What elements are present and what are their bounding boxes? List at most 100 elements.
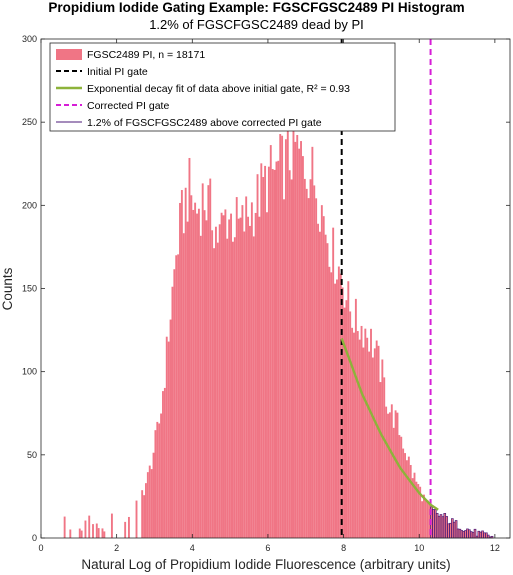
- histogram-bar: [349, 311, 351, 538]
- histogram-bar: [128, 517, 130, 538]
- histogram-bar: [257, 174, 259, 538]
- histogram-bar: [270, 145, 272, 538]
- histogram-bar: [410, 465, 412, 538]
- histogram-bar: [272, 169, 274, 538]
- histogram-bar: [251, 202, 253, 538]
- histogram-bar: [425, 501, 427, 538]
- histogram-bar: [293, 111, 295, 538]
- legend-label: Exponential decay fit of data above init…: [87, 83, 350, 95]
- histogram-bar: [164, 388, 166, 538]
- histogram-bar: [228, 219, 230, 538]
- histogram-bar: [215, 227, 217, 538]
- histogram-bar: [213, 248, 215, 538]
- histogram-bar: [232, 242, 234, 538]
- histogram-bar: [143, 495, 145, 538]
- legend-label: Initial PI gate: [87, 66, 148, 78]
- histogram-bar: [151, 469, 153, 538]
- histogram-bar: [380, 382, 382, 538]
- histogram-bar: [136, 501, 138, 538]
- y-tick-label: 0: [32, 533, 37, 543]
- x-tick-label: 10: [414, 543, 424, 553]
- histogram-bar: [204, 210, 206, 538]
- legend: FGSC2489 PI, n = 18171 Initial PI gate Exp…: [50, 43, 395, 131]
- histogram-bar: [406, 460, 408, 538]
- histogram-bar: [315, 198, 317, 538]
- legend-swatch-histogram: [56, 49, 82, 60]
- histogram-bar: [85, 521, 87, 538]
- histogram-bar: [414, 473, 416, 538]
- x-tick-label: 2: [114, 543, 119, 553]
- histogram-bar: [111, 514, 113, 538]
- histogram-bar: [247, 217, 249, 538]
- histogram-bar: [240, 218, 242, 538]
- histogram-bar: [190, 195, 192, 538]
- histogram-bar: [249, 226, 251, 538]
- histogram-bar: [173, 269, 175, 538]
- histogram-bar: [408, 457, 410, 538]
- histogram-bar: [183, 233, 185, 538]
- histogram-bar: [198, 209, 200, 538]
- histogram-bar: [351, 328, 353, 538]
- y-tick-label: 250: [22, 117, 37, 127]
- histogram-bar: [279, 134, 281, 538]
- x-tick-label: 4: [190, 543, 195, 553]
- y-tick-label: 100: [22, 367, 37, 377]
- histogram-bar: [187, 222, 189, 538]
- legend-label: FGSC2489 PI, n = 18171: [87, 49, 205, 61]
- histogram-bar: [389, 412, 391, 538]
- histogram-bar: [421, 501, 423, 538]
- histogram-bar: [404, 453, 406, 538]
- histogram-bar: [330, 272, 332, 538]
- histogram-bar: [207, 185, 209, 538]
- histogram-bar: [374, 348, 376, 538]
- histogram-bar: [268, 167, 270, 538]
- histogram-bar: [179, 203, 181, 538]
- histogram-bar: [285, 139, 287, 538]
- histogram-bar: [357, 331, 359, 538]
- histogram-bar: [311, 147, 313, 538]
- histogram-bar: [304, 179, 306, 538]
- histogram-bar: [238, 219, 240, 538]
- histogram-bar: [277, 161, 279, 538]
- histogram-bar: [236, 197, 238, 538]
- histogram-bar: [189, 158, 191, 538]
- histogram-bar: [194, 203, 196, 538]
- histogram-bar: [88, 516, 90, 538]
- histogram-bar: [64, 517, 66, 538]
- histogram-bar: [300, 141, 302, 538]
- histogram-bar: [181, 190, 183, 538]
- histogram-bar: [283, 199, 285, 538]
- histogram-bar: [149, 466, 151, 538]
- histogram-bars: [64, 111, 493, 538]
- histogram-bar: [219, 224, 221, 538]
- histogram-bar: [192, 210, 194, 538]
- x-tick-label: 8: [341, 543, 346, 553]
- histogram-bar: [79, 529, 81, 538]
- histogram-bar: [69, 529, 71, 538]
- histogram-bar: [423, 495, 425, 538]
- histogram-bar: [306, 189, 308, 538]
- histogram-bar: [336, 279, 338, 538]
- histogram-bar: [393, 428, 395, 538]
- histogram-bar: [370, 329, 372, 538]
- histogram-bar: [196, 214, 198, 538]
- legend-label: Corrected PI gate: [87, 100, 169, 112]
- histogram-bar: [368, 352, 370, 538]
- histogram-bar: [147, 472, 149, 538]
- histogram-bar: [319, 232, 321, 538]
- histogram-bar: [160, 414, 162, 538]
- histogram-bar: [224, 209, 226, 538]
- histogram-bar: [359, 340, 361, 538]
- histogram-bar: [395, 410, 397, 538]
- histogram-bar: [308, 198, 310, 538]
- histogram-bar: [362, 348, 364, 538]
- histogram-bar: [325, 235, 327, 538]
- histogram-bar: [221, 213, 223, 538]
- histogram-bar: [217, 243, 219, 538]
- histogram-bar: [383, 377, 385, 538]
- histogram-bar: [276, 162, 278, 538]
- x-tick-label: 6: [265, 543, 270, 553]
- histogram-bar: [310, 179, 312, 538]
- histogram-bar: [96, 524, 98, 538]
